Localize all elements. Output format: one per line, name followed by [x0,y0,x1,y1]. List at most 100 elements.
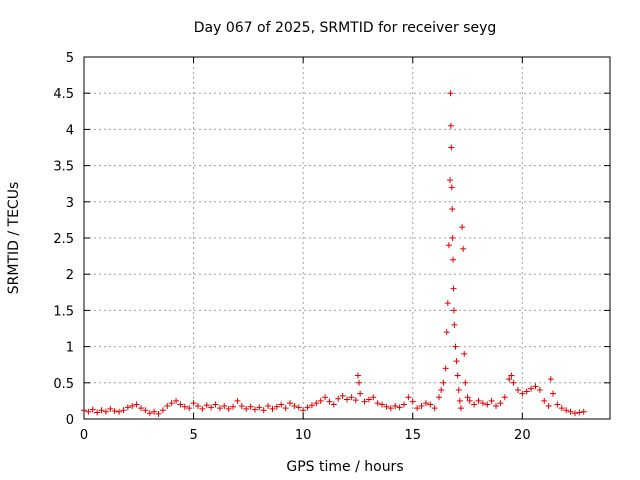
data-point [449,235,456,241]
data-point [357,390,364,397]
data-point [442,365,449,372]
data-point [260,407,267,414]
data-point [448,184,455,191]
y-tick-label: 0 [66,413,74,428]
data-point [374,400,381,407]
data-point [427,401,434,408]
data-point [445,242,452,249]
data-series-srmtid [81,90,587,417]
data-point [133,401,140,408]
y-tick-label: 1.5 [53,304,74,319]
data-point [405,394,412,401]
data-point [142,407,149,414]
data-point [558,405,565,412]
data-point [523,388,530,395]
data-point [251,406,258,413]
data-point [344,396,350,403]
data-point [466,397,473,404]
data-point [173,397,180,404]
x-tick-label: 15 [404,428,421,443]
data-point [181,403,188,410]
data-point [440,379,447,386]
data-point [317,397,324,404]
data-point [356,379,363,386]
tick-labels: 0 5 10 15 20 0 0.5 1 1.5 2 2.5 3 3.5 4 4.5 5 [53,51,530,443]
plot-frame [83,56,611,420]
data-point [528,385,535,392]
data-point [348,394,355,401]
data-point [326,398,333,405]
data-point [444,300,451,307]
data-point [379,401,386,408]
data-point [304,404,311,411]
data-point [370,394,377,401]
data-point [580,408,587,415]
data-point [451,321,458,328]
data-point [536,387,543,394]
data-point [431,405,438,412]
data-point [457,405,464,412]
data-point [447,177,454,184]
data-point [199,405,206,412]
data-point [550,390,557,397]
data-point [514,387,521,394]
y-tick-label: 4.5 [53,87,74,102]
data-point [208,404,215,411]
data-point [418,402,425,409]
data-point [501,394,508,401]
data-point [177,401,184,408]
data-point [256,404,263,411]
data-point [339,392,346,399]
x-tick-label: 5 [189,428,197,443]
data-point [447,122,454,129]
data-point [554,401,561,408]
data-point [146,410,153,417]
data-point [278,401,285,408]
data-point [168,400,175,407]
y-tick-label: 3.5 [53,160,74,175]
data-point [102,408,109,415]
data-point [164,402,171,409]
y-tick-label: 4 [66,123,74,138]
data-point [287,400,294,407]
data-point [461,350,468,357]
data-point [455,387,462,394]
data-point [295,404,302,411]
data-point [479,400,486,407]
data-point [497,400,504,407]
data-point [322,394,329,401]
axis-ticks [83,56,610,420]
y-tick-label: 2.5 [53,232,74,247]
y-axis-label: SRMTID / TECUs [6,182,22,295]
data-point [129,402,136,409]
data-point [94,409,101,416]
data-point [137,405,144,412]
data-point [563,407,570,414]
data-point [273,403,280,410]
x-tick-label: 10 [295,428,312,443]
chart-title: Day 067 of 2025, SRMTID for receiver sey… [194,20,497,36]
data-point [212,401,219,408]
data-point [85,408,92,415]
data-point [98,407,105,414]
data-point [392,402,399,409]
data-point [471,401,478,408]
x-tick-label: 0 [80,428,88,443]
data-point [454,372,461,379]
data-point [508,372,515,379]
data-point [155,410,162,417]
data-point [571,410,578,417]
data-point [547,376,554,383]
data-point [541,397,548,404]
data-point [300,407,307,414]
data-point [159,407,166,414]
data-point [352,397,359,404]
data-point [247,403,254,410]
data-point [459,224,466,231]
data-point [308,402,315,409]
data-point [488,397,495,404]
data-point [422,400,429,407]
data-point [354,372,361,379]
data-point [443,329,450,336]
data-point [151,408,158,415]
